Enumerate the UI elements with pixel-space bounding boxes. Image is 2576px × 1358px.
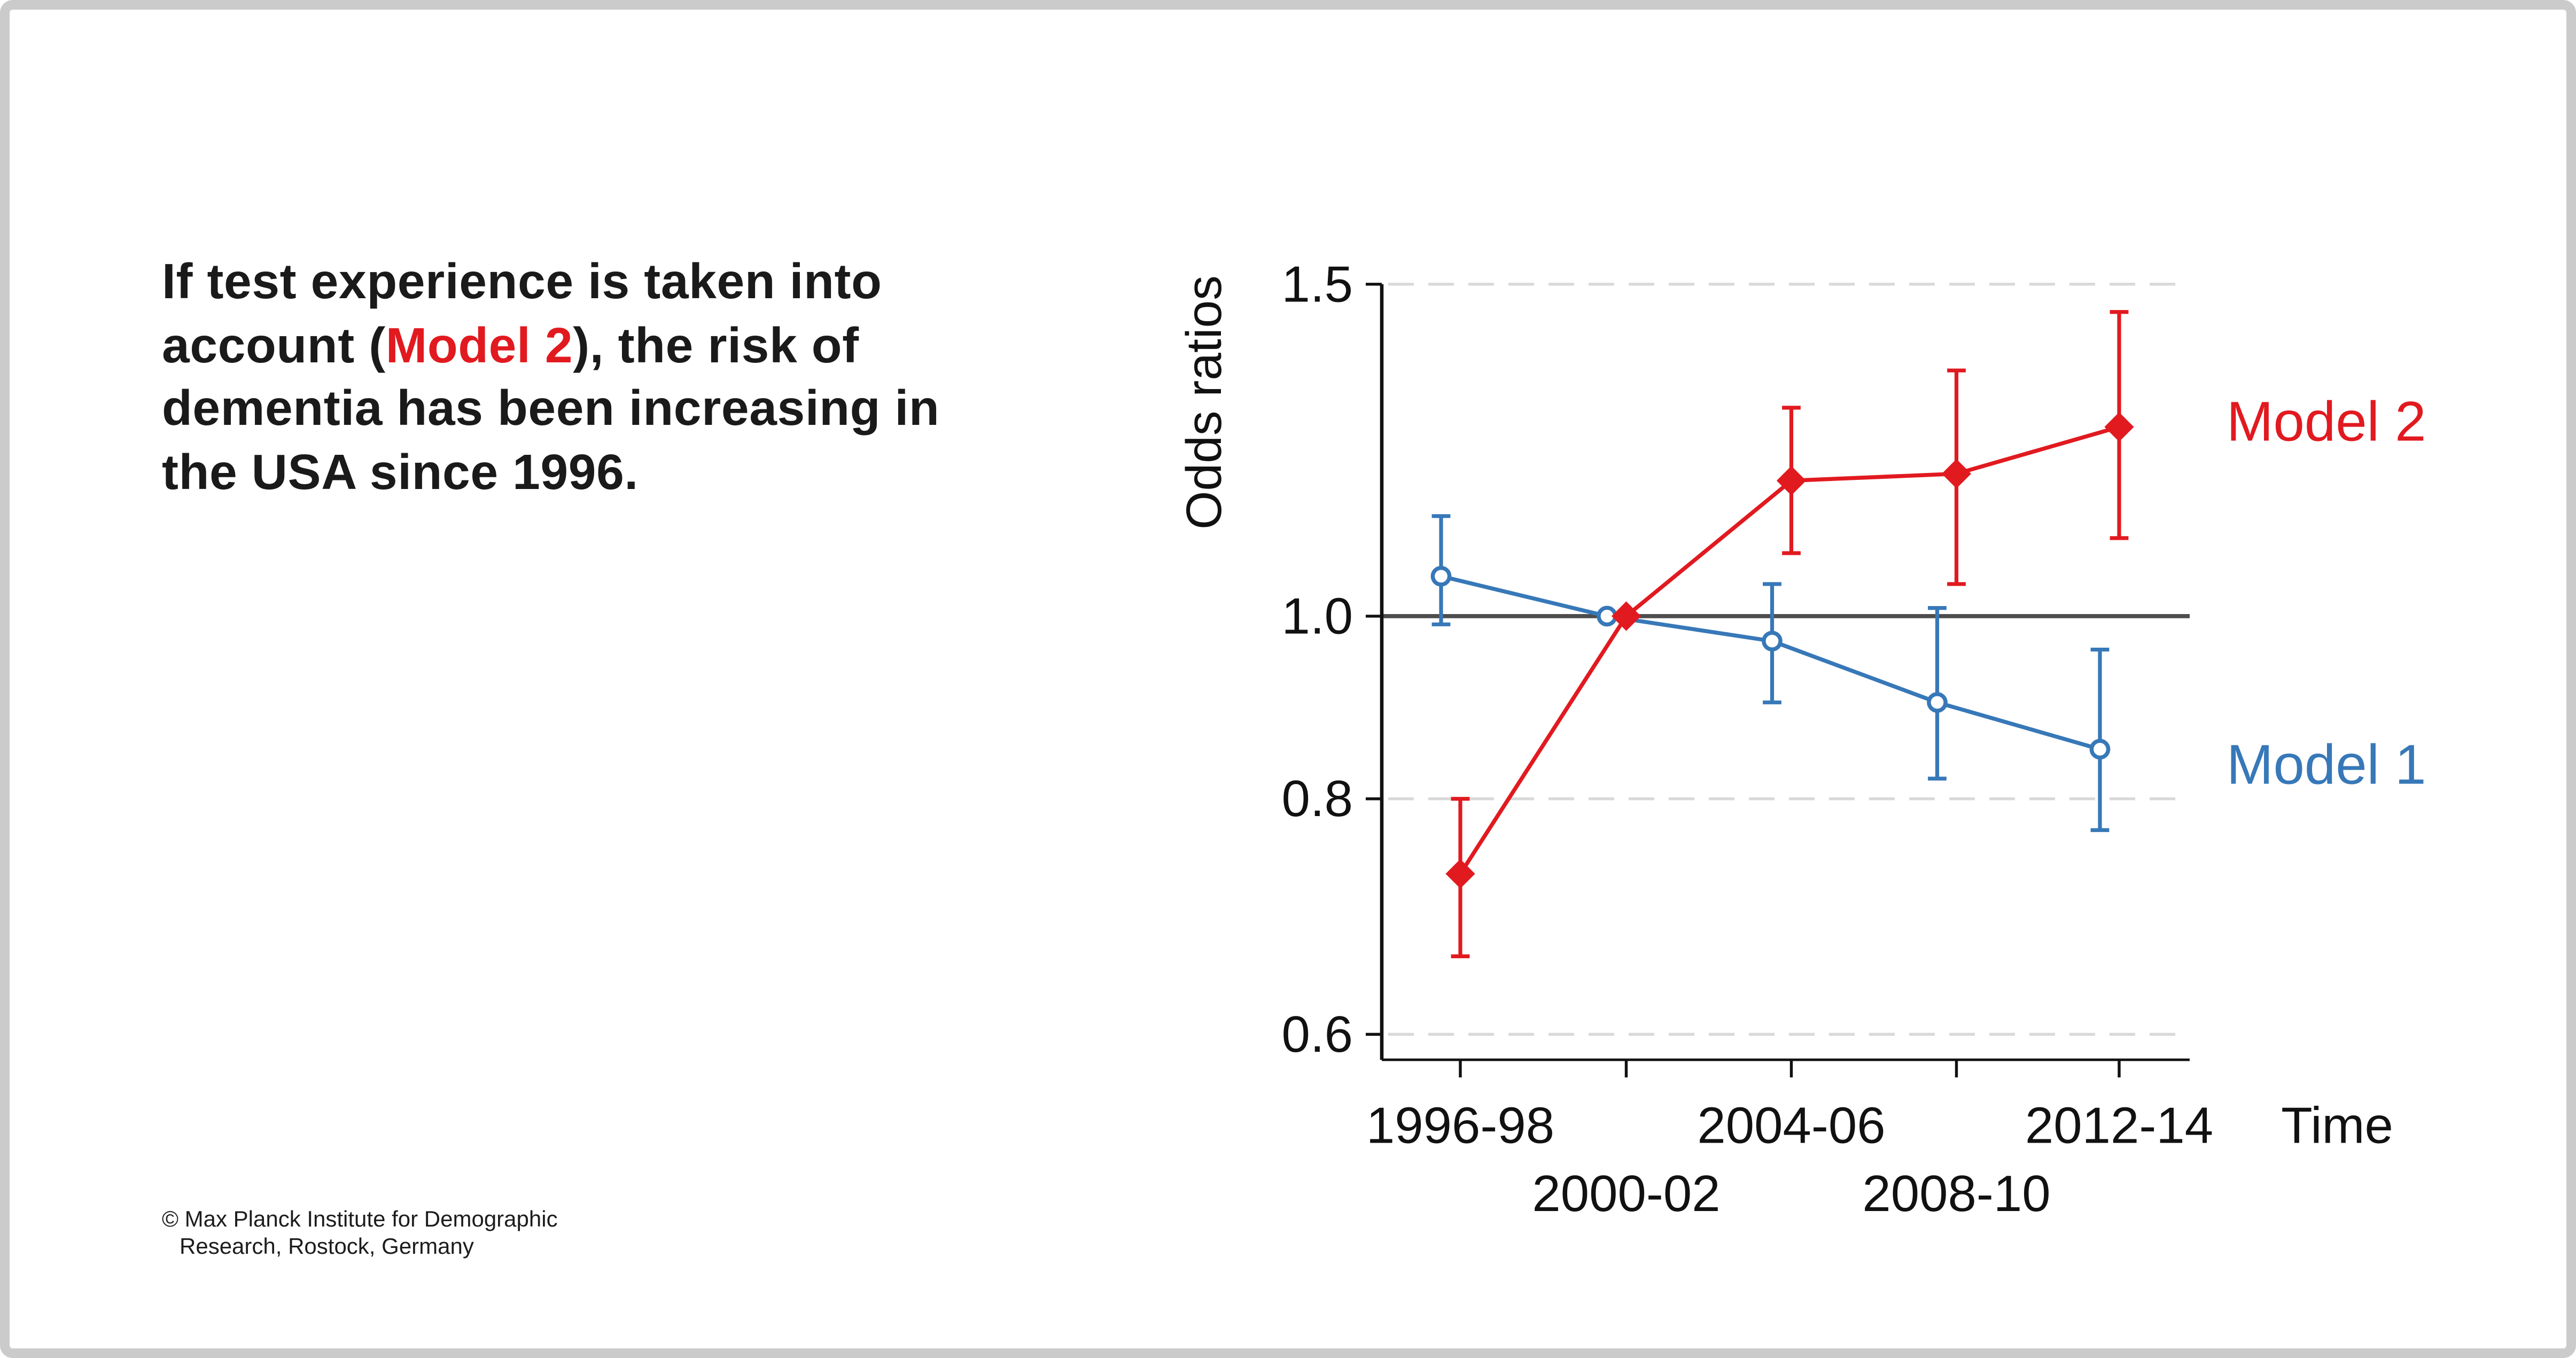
- marker-model-1-2004-06: [1762, 631, 1783, 651]
- x-tick-label-2000-02: 2000-02: [1532, 1165, 1720, 1222]
- y-tick-label-0.8: 0.8: [1282, 770, 1353, 827]
- marker-model-2-2008-10: [1941, 459, 1972, 489]
- x-tick-label-1996-98: 1996-98: [1366, 1097, 1554, 1154]
- headline-text: If test experience is taken into account…: [162, 250, 1140, 503]
- copyright-note: © Max Planck Institute for Demographic R…: [162, 1206, 558, 1259]
- y-tick-label-1.5: 1.5: [1282, 255, 1353, 313]
- marker-model-1-2008-10: [1927, 692, 1948, 713]
- y-tick-label-0.6: 0.6: [1282, 1006, 1353, 1063]
- headline-part3: ), the risk of dementia has been increas…: [162, 316, 940, 500]
- x-tick-label-2008-10: 2008-10: [1862, 1165, 2050, 1222]
- legend-label-model-1: Model 1: [2227, 734, 2426, 796]
- marker-model-1-1996-98: [1430, 565, 1452, 587]
- marker-model-2-2012-14: [2104, 412, 2134, 442]
- y-tick-label-1.0: 1.0: [1282, 587, 1353, 645]
- legend-label-model-2: Model 2: [2227, 391, 2426, 453]
- marker-model-2-1996-98: [1445, 859, 1475, 889]
- copyright-line2: Research, Rostock, Germany: [180, 1232, 474, 1258]
- marker-model-1-2012-14: [2089, 739, 2111, 760]
- headline-part1: If test experience is taken into account…: [162, 253, 882, 373]
- y-axis-title: Odds ratios: [1176, 275, 1232, 530]
- x-tick-label-2004-06: 2004-06: [1697, 1097, 1885, 1154]
- headline-model2-highlight: Model 2: [385, 316, 573, 373]
- copyright-line1: © Max Planck Institute for Demographic: [162, 1206, 558, 1231]
- x-tick-label-2012-14: 2012-14: [2025, 1097, 2213, 1154]
- marker-model-2-2000-02: [1611, 601, 1641, 631]
- x-axis-title: Time: [2281, 1097, 2393, 1154]
